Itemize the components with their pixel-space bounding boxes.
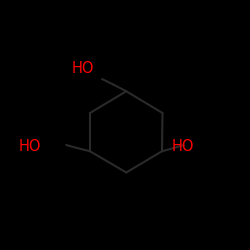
- Text: HO: HO: [19, 139, 41, 154]
- Text: HO: HO: [171, 139, 194, 154]
- Text: HO: HO: [71, 61, 94, 76]
